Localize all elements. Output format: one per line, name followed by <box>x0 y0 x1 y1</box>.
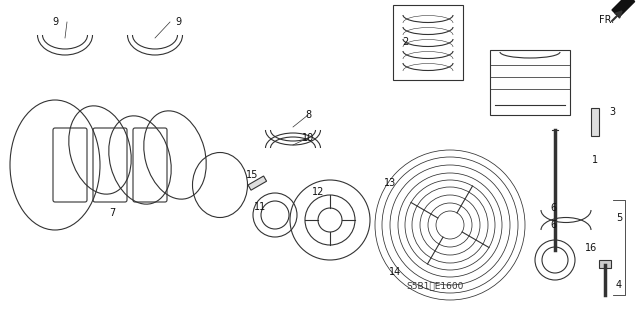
Text: 6: 6 <box>550 203 556 213</box>
Bar <box>612 0 635 17</box>
Text: 8: 8 <box>305 110 311 120</box>
Text: 7: 7 <box>109 208 115 218</box>
Text: 11: 11 <box>254 202 266 212</box>
Text: 6: 6 <box>550 220 556 230</box>
Text: S5B1－E1600: S5B1－E1600 <box>406 281 464 291</box>
Bar <box>393 5 463 80</box>
Bar <box>248 176 267 190</box>
Text: 9: 9 <box>175 17 181 27</box>
Text: 13: 13 <box>384 178 396 188</box>
Text: 10: 10 <box>302 133 314 143</box>
Text: 15: 15 <box>246 170 258 180</box>
Text: 12: 12 <box>312 187 324 197</box>
Text: 5: 5 <box>616 213 622 223</box>
Text: 9: 9 <box>52 17 58 27</box>
Text: 1: 1 <box>592 155 598 165</box>
Text: 16: 16 <box>585 243 597 253</box>
Bar <box>599 260 611 268</box>
Bar <box>490 50 570 115</box>
Text: 4: 4 <box>616 280 622 290</box>
Bar <box>591 108 599 136</box>
Text: 14: 14 <box>389 267 401 277</box>
Text: 3: 3 <box>609 107 615 117</box>
Text: FR.: FR. <box>600 15 614 25</box>
Text: 2: 2 <box>402 37 408 47</box>
